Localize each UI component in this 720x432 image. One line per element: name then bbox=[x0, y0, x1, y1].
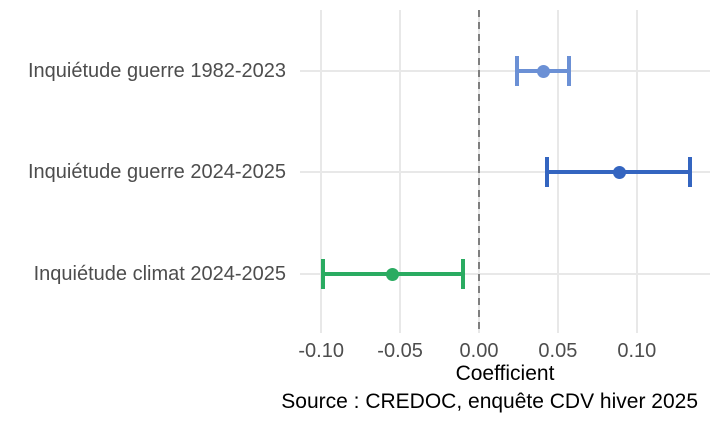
estimate-point bbox=[537, 64, 551, 78]
estimate-point bbox=[385, 267, 399, 281]
x-tick-label: 0.00 bbox=[459, 340, 499, 362]
x-tick-label: 0.10 bbox=[617, 340, 657, 362]
gridline-vertical bbox=[399, 10, 402, 333]
gridline-horizontal bbox=[300, 273, 710, 275]
gridline-horizontal bbox=[300, 70, 710, 72]
error-bar-cap-right bbox=[461, 259, 466, 289]
error-bar-cap-left bbox=[320, 259, 325, 289]
y-axis-category-label: Inquiétude guerre 2024-2025 bbox=[28, 161, 286, 183]
error-bar-cap-right bbox=[566, 56, 571, 86]
y-axis-category-label: Inquiétude climat 2024-2025 bbox=[33, 263, 286, 285]
y-axis-category-label: Inquiétude guerre 1982-2023 bbox=[28, 60, 286, 82]
x-axis-title: Coefficient bbox=[455, 362, 555, 385]
gridline-horizontal bbox=[300, 171, 710, 173]
x-tick-label: 0.05 bbox=[538, 340, 578, 362]
error-bar-cap-left bbox=[514, 56, 519, 86]
error-bar-cap-right bbox=[688, 157, 693, 187]
estimate-point bbox=[612, 165, 626, 179]
source-caption: Source : CREDOC, enquête CDV hiver 2025 bbox=[281, 390, 698, 413]
error-bar-cap-left bbox=[544, 157, 549, 187]
x-tick-label: -0.10 bbox=[298, 340, 344, 362]
x-tick-label: -0.05 bbox=[377, 340, 423, 362]
zero-reference-line bbox=[478, 10, 480, 333]
gridline-vertical bbox=[320, 10, 323, 333]
